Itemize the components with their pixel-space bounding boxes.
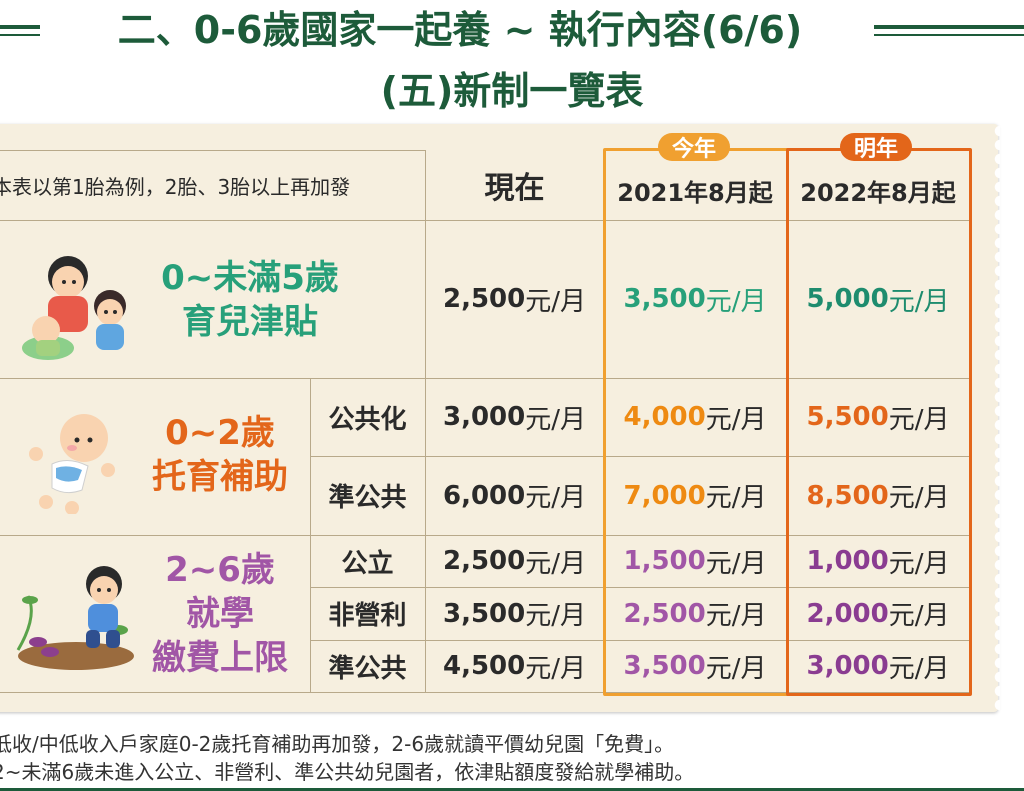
cell-2022: 2,000 元/月: [806, 598, 950, 632]
cell-2021: 7,000 元/月: [623, 480, 767, 514]
title-decoration-left-2: [0, 34, 40, 36]
section-2-title: 0~2歲 托育補助: [130, 400, 310, 510]
section-1-title-line-2: 育兒津貼: [182, 302, 318, 342]
badge-next-year: 明年: [840, 133, 912, 162]
grid-line: [0, 150, 425, 151]
title-decoration-right-2: [874, 34, 1024, 36]
page-title: 二、0-6歲國家一起養 ~ 執行內容(6/6): [0, 0, 1024, 60]
section-3-title: 2~6歲 就學 繳費上限: [130, 548, 310, 680]
children-icon: [22, 256, 126, 360]
grid-line: [0, 220, 970, 221]
row-type: 公共化: [328, 404, 407, 435]
section-3-title-line-2: 就學: [186, 594, 254, 634]
cell-current: 6,000 元/月: [442, 480, 586, 514]
header-current: 現在: [484, 171, 545, 206]
title-decoration-right: [874, 25, 1024, 29]
cell-2021: 1,500 元/月: [623, 546, 767, 579]
grid-line: [310, 587, 970, 588]
page-subtitle: (五)新制一覽表: [380, 69, 644, 113]
footnote-2: 2~未滿6歲未進入公立、非營利、準公共幼兒園者，依津貼額度發給就學補助。: [0, 760, 695, 784]
cell-2022: 5,500 元/月: [806, 402, 950, 435]
cell-2021: 2,500 元/月: [623, 598, 767, 632]
child-playing-icon: [16, 566, 134, 670]
row-type: 非營利: [328, 601, 407, 631]
grid-line: [0, 535, 970, 536]
header-note: 本表以第1胎為例，2胎、3胎以上再加發: [0, 174, 351, 199]
cell-current: 2,500 元/月: [442, 546, 586, 579]
bottom-rule: [0, 788, 1024, 791]
section-1-title: 0~未滿5歲 育兒津貼: [150, 240, 350, 360]
grid-line: [425, 150, 426, 692]
header-2022: 2022年8月起: [800, 178, 956, 207]
cell-2022: 1,000 元/月: [806, 546, 950, 579]
table-card: [0, 124, 998, 712]
grid-line: [310, 456, 970, 457]
grid-line: [310, 378, 311, 692]
cell-current: 2,500 元/月: [442, 284, 586, 317]
page-title-text: 二、0-6歲國家一起養 ~ 執行內容(6/6): [117, 8, 803, 52]
section-3-title-line-3: 繳費上限: [152, 638, 288, 678]
row-type: 準公共: [328, 653, 407, 684]
grid-line: [310, 640, 970, 641]
title-decoration-left: [0, 25, 40, 29]
section-1-title-line-1: 0~未滿5歲: [161, 258, 339, 298]
section-2-title-line-1: 0~2歲: [165, 413, 275, 453]
badge-this-year: 今年: [658, 133, 730, 162]
cell-2022: 8,500 元/月: [806, 480, 950, 514]
cell-2022: 3,000 元/月: [806, 651, 950, 684]
cell-current: 4,500 元/月: [442, 651, 586, 684]
header-2021: 2021年8月起: [617, 178, 773, 207]
cell-2022: 5,000 元/月: [806, 284, 950, 317]
footnote-1: 低收/中低收入戶家庭0-2歲托育補助再加發，2-6歲就讀平價幼兒園「免費」。: [0, 732, 675, 756]
section-2-title-line-2: 托育補助: [152, 457, 288, 497]
section-3-title-line-1: 2~6歲: [165, 550, 275, 590]
cell-2021: 3,500 元/月: [623, 651, 767, 684]
cell-2021: 4,000 元/月: [623, 402, 767, 435]
cell-current: 3,000 元/月: [442, 402, 586, 435]
baby-icon: [29, 414, 115, 514]
ticket-edge: [986, 124, 1000, 712]
cell-2021: 3,500 元/月: [623, 284, 767, 317]
grid-line: [0, 692, 970, 693]
cell-current: 3,500 元/月: [442, 598, 586, 632]
grid-line: [0, 378, 970, 379]
row-type: 準公共: [328, 483, 407, 513]
row-type: 公立: [341, 548, 394, 579]
